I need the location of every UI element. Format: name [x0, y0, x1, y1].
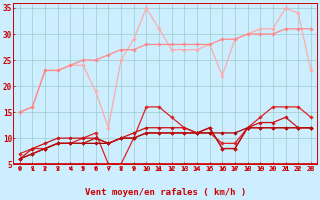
X-axis label: Vent moyen/en rafales ( km/h ): Vent moyen/en rafales ( km/h ) [85, 188, 246, 197]
